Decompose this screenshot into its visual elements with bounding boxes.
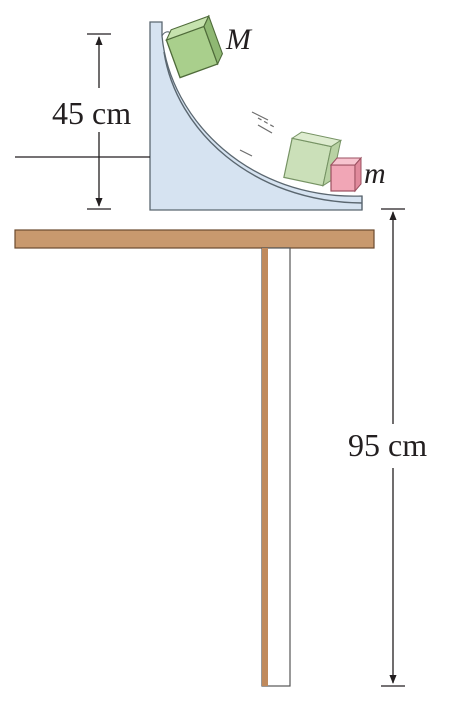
table-leg [261,247,291,687]
ramp-height-label: 45 cm [52,95,131,131]
ramp-height-dimension [15,33,150,210]
small-mass-label: m [364,157,386,190]
big-mass-label: M [225,23,253,56]
block-small-mass [329,156,363,193]
block-big-mass-sliding [283,131,343,187]
tabletop [14,229,375,249]
motion-lines [239,111,277,157]
curved-ramp [149,21,363,211]
table-height-label: 95 cm [348,427,427,463]
block-big-mass-top [165,14,224,79]
table-height-dimension [381,208,405,687]
